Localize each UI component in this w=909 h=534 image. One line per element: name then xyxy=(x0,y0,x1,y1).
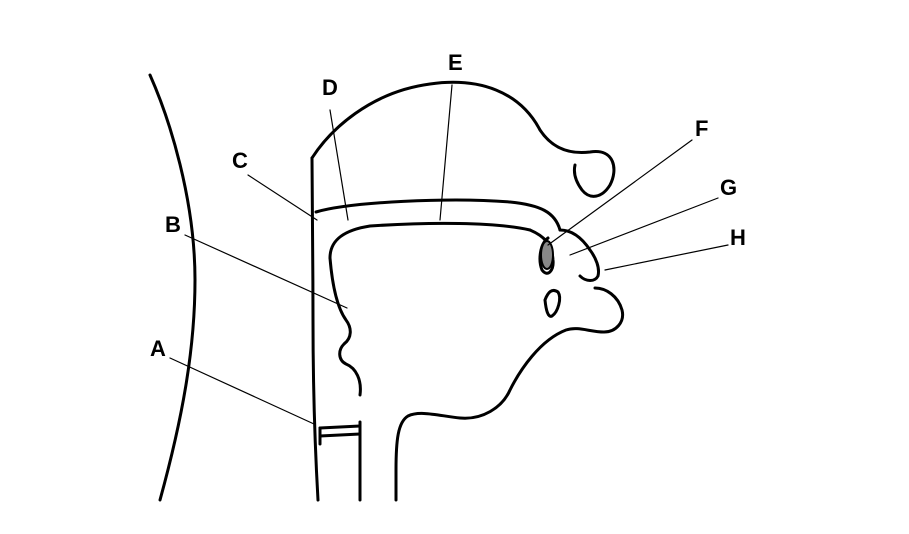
label-E: E xyxy=(448,50,463,76)
leader-F xyxy=(548,140,692,245)
label-D: D xyxy=(322,75,338,101)
lower-teeth xyxy=(545,290,560,316)
leader-H xyxy=(605,245,728,270)
label-G: G xyxy=(720,175,737,201)
label-H: H xyxy=(730,225,746,251)
anatomy-diagram xyxy=(0,0,909,534)
larynx-top xyxy=(320,426,360,428)
leader-B xyxy=(185,235,347,308)
diagram-container: { "diagram": { "type": "anatomical-diagr… xyxy=(0,0,909,534)
label-A: A xyxy=(150,336,166,362)
tongue-epiglottis xyxy=(330,258,360,395)
lower-face-outline xyxy=(396,288,623,500)
leader-A xyxy=(170,358,314,424)
pharyngeal-wall xyxy=(312,158,318,500)
neck-back-outline xyxy=(150,75,195,500)
label-F: F xyxy=(695,116,708,142)
cranium-outline xyxy=(312,82,614,196)
larynx-bottom xyxy=(320,434,360,436)
nasal-floor xyxy=(316,200,560,230)
uvula xyxy=(541,241,553,269)
label-C: C xyxy=(232,148,248,174)
label-B: B xyxy=(165,212,181,238)
leader-C xyxy=(248,175,317,220)
palate-underside xyxy=(330,223,530,258)
leader-G xyxy=(570,198,718,255)
upper-lip xyxy=(560,230,599,281)
